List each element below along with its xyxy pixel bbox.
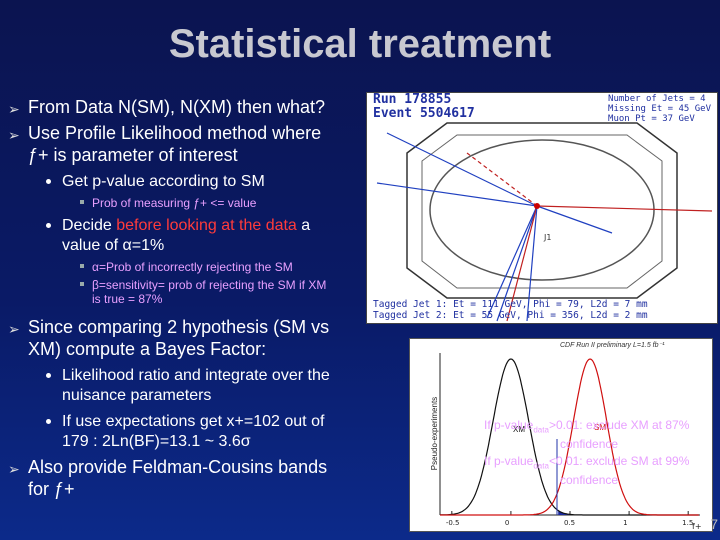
note1-text-c: confidence xyxy=(560,437,619,452)
x-tick-label: 1.5 xyxy=(682,519,693,527)
track-line xyxy=(386,132,538,207)
bullet-3-text-line1: Since comparing 2 hypothesis (SM vs xyxy=(28,317,330,337)
square-bullet-icon xyxy=(80,264,84,268)
event-display: J1 Run 178855 Event 5504617 Number of Je… xyxy=(366,92,718,324)
square-bullet-icon xyxy=(80,200,84,204)
sub-bullet-decide: Decide before looking at the data a valu… xyxy=(6,216,366,256)
bullet-3-text-line2: XM) compute a Bayes Factor: xyxy=(28,339,267,359)
j1-label: J1 xyxy=(543,233,551,242)
bullet-list: ➢ From Data N(SM), N(XM) then what? ➢ Us… xyxy=(6,96,366,504)
likelihood-text-line1: Likelihood ratio and integrate over the xyxy=(62,367,330,384)
bullet-1-text: From Data N(SM), N(XM) then what? xyxy=(28,97,326,117)
square-bullet-icon xyxy=(80,282,84,286)
expectations-text-line2: 179 : 2Ln(BF)=13.1 ~ 3.6σ xyxy=(62,433,251,450)
track-line xyxy=(376,182,538,207)
track-line xyxy=(486,205,538,319)
note2-text-a: If p-value xyxy=(484,454,534,468)
note1-sub: data xyxy=(533,425,549,435)
tagged-jets: Tagged Jet 1: Et = 111 GeV, Phi = 79, L2… xyxy=(373,299,648,321)
dot-bullet-icon xyxy=(46,179,51,184)
note-beta-text-line1: β=sensitivity= prob of rejecting the SM … xyxy=(92,278,327,292)
missing-et: Missing Et = 45 GeV xyxy=(608,104,711,114)
arrow-bullet-icon: ➢ xyxy=(8,461,20,477)
dot-bullet-icon xyxy=(46,223,51,228)
note2-text-b: <0.01: exclude SM at 99% xyxy=(548,454,690,468)
bullet-1: ➢ From Data N(SM), N(XM) then what? xyxy=(6,96,366,118)
pvalue-plot: CDF Run II preliminary L=1.5 fb⁻¹ Pseudo… xyxy=(409,338,713,532)
detector-inner-outline xyxy=(421,134,663,289)
dot-bullet-icon xyxy=(46,373,51,378)
sub-bullet-likelihood: Likelihood ratio and integrate over the … xyxy=(6,366,366,406)
arrow-bullet-icon: ➢ xyxy=(8,101,20,117)
sm-label: SM xyxy=(594,423,606,432)
decide-text-pre: Decide xyxy=(62,217,117,234)
note2-sub: data xyxy=(533,461,549,471)
note1-text-b: >0.01: exclude XM at 87% xyxy=(548,418,690,432)
likelihood-text-line2: nuisance parameters xyxy=(62,387,212,404)
sub-bullet-pvalue-text: Get p-value according to SM xyxy=(62,173,265,190)
track-line xyxy=(526,205,538,322)
sub-bullet-pvalue: Get p-value according to SM xyxy=(6,172,366,192)
plot-xlabel: f+ xyxy=(692,522,702,531)
track-line xyxy=(496,205,538,322)
dot-bullet-icon xyxy=(46,419,51,424)
note-alpha: α=Prob of incorrectly rejecting the SM xyxy=(6,260,366,274)
run-number: Run 178855 xyxy=(373,92,452,107)
tagged-jet-1: Tagged Jet 1: Et = 111 GeV, Phi = 79, L2… xyxy=(373,299,648,310)
bullet-2: ➢ Use Profile Likelihood method where ƒ+… xyxy=(6,122,366,166)
arrow-bullet-icon: ➢ xyxy=(8,321,20,337)
note-prob-measuring-text: Prob of measuring ƒ+ <= value xyxy=(92,196,257,210)
event-number: Event 5504617 xyxy=(373,106,475,121)
decide-text-line2: value of α=1% xyxy=(62,237,165,254)
xm-label: XM xyxy=(513,425,525,434)
slide-title: Statistical treatment xyxy=(168,22,552,66)
vertex-marker xyxy=(534,203,540,209)
event-info: Number of Jets = 4 Missing Et = 45 GeV M… xyxy=(608,94,711,124)
num-jets: Number of Jets = 4 xyxy=(608,94,706,104)
bullet-2-text-line2: ƒ+ is parameter of interest xyxy=(28,145,238,165)
sub-bullet-expectations: If use expectations get x+=102 out of 17… xyxy=(6,412,366,452)
note1-text-a: If p-value xyxy=(484,418,534,432)
x-tick-label: -0.5 xyxy=(446,519,460,527)
bullet-2-text-line1: Use Profile Likelihood method where xyxy=(28,123,322,143)
detector-outline xyxy=(406,122,678,299)
tracking-ring xyxy=(429,139,655,281)
exclude-xm-note: If p-valuedata>0.01: exclude XM at 87% c… xyxy=(484,418,704,451)
sm-curve xyxy=(440,358,699,516)
expectations-text-line1: If use expectations get x+=102 out of xyxy=(62,413,325,430)
track-line xyxy=(536,205,613,234)
decide-text-post: a xyxy=(296,217,311,234)
bullet-4: ➢ Also provide Feldman-Cousins bands for… xyxy=(6,456,366,500)
exclude-sm-note: If p-valuedata<0.01: exclude SM at 99% c… xyxy=(484,454,704,487)
track-line xyxy=(536,205,713,212)
arrow-bullet-icon: ➢ xyxy=(8,127,20,143)
page-number: 7 xyxy=(710,516,718,532)
bullet-3: ➢ Since comparing 2 hypothesis (SM vs XM… xyxy=(6,316,366,360)
missing-et-line xyxy=(466,152,538,207)
plot-svg: -0.5 0 0.5 1 1.5 f+ xyxy=(439,353,702,531)
x-tick-label: 1 xyxy=(623,519,627,527)
xm-tail-fill xyxy=(558,510,600,515)
note-alpha-text: α=Prob of incorrectly rejecting the SM xyxy=(92,260,293,274)
note-prob-measuring: Prob of measuring ƒ+ <= value xyxy=(6,196,366,210)
event-display-graphic: J1 xyxy=(376,122,713,322)
note2-text-c: confidence xyxy=(560,473,619,488)
track-line xyxy=(506,205,538,322)
bullet-4-text-line1: Also provide Feldman-Cousins bands xyxy=(28,457,328,477)
x-tick-label: 0.5 xyxy=(564,519,575,527)
decide-text-highlight: before looking at the data xyxy=(116,217,297,234)
note-beta-text-line2: is true = 87% xyxy=(92,292,163,306)
plot-title: CDF Run II preliminary L=1.5 fb⁻¹ xyxy=(560,342,665,349)
note-beta: β=sensitivity= prob of rejecting the SM … xyxy=(6,278,366,306)
muon-pt: Muon Pt = 37 GeV xyxy=(608,114,695,124)
x-tick-label: 0 xyxy=(505,519,509,527)
tagged-jet-2: Tagged Jet 2: Et = 55 GeV, Phi = 356, L2… xyxy=(373,310,648,321)
run-info: Run 178855 Event 5504617 xyxy=(373,93,475,121)
bullet-4-text-line2: for ƒ+ xyxy=(28,479,75,499)
